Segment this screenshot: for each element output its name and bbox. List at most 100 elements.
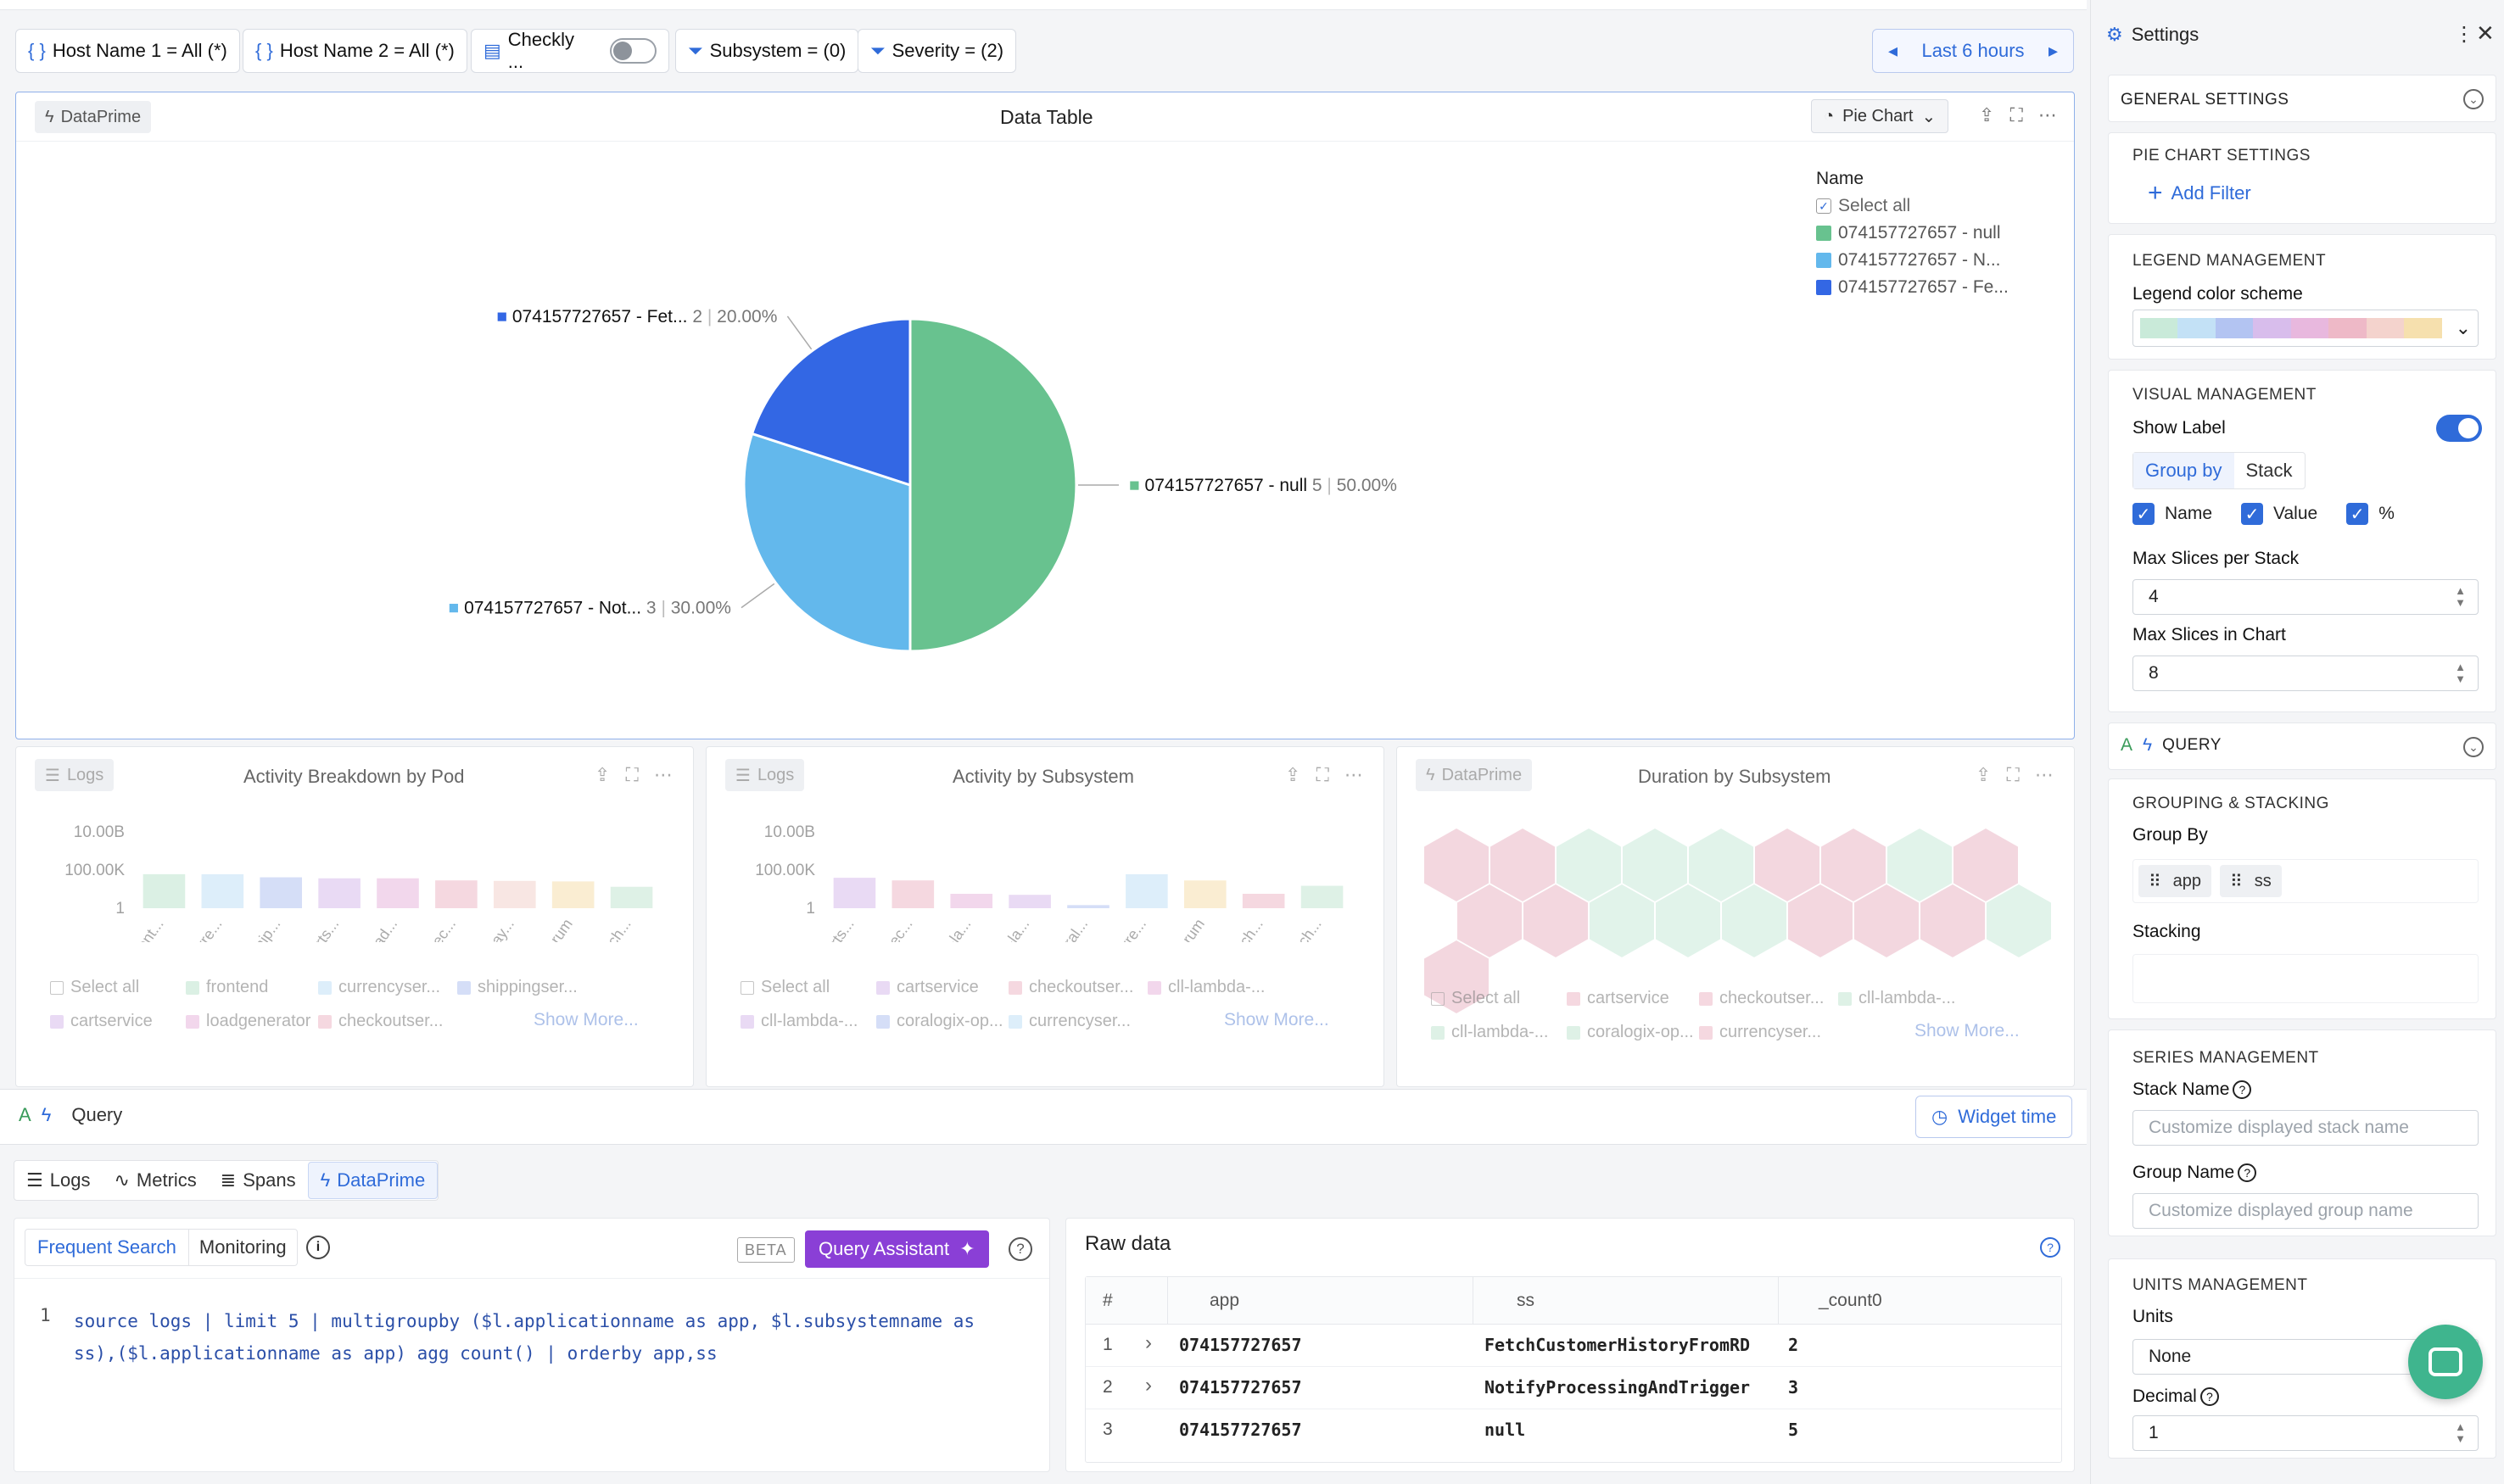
stacking-input[interactable]: [2132, 954, 2479, 1003]
hexagon-cell[interactable]: [1590, 884, 1654, 957]
more-icon[interactable]: ⋯: [2037, 104, 2057, 126]
general-settings-section[interactable]: GENERAL SETTINGS ⌄: [2108, 75, 2496, 122]
help-icon[interactable]: ?: [2040, 1237, 2060, 1258]
widget-duration-by-subsystem[interactable]: ϟ DataPrime Duration by Subsystem ⇪ ⛶ ⋯ Sel…: [1396, 746, 2075, 1087]
widget-activity-breakdown-by-pod[interactable]: ☰ Logs Activity Breakdown by Pod ⇪ ⛶ ⋯ 10.0…: [15, 746, 694, 1087]
filter-host-name-2[interactable]: { } Host Name 2 = All (*): [243, 29, 467, 73]
query-code-editor[interactable]: source logs | limit 5 | multigroupby ($l…: [74, 1305, 1041, 1370]
drag-handle-icon[interactable]: ⠿: [2230, 872, 2243, 891]
bar[interactable]: [610, 886, 653, 908]
more-icon[interactable]: ⋯: [653, 764, 673, 785]
more-icon[interactable]: ⋯: [1344, 764, 1363, 785]
legend-item[interactable]: coralogix-op...: [1567, 1023, 1694, 1042]
expand-icon[interactable]: ⛶: [625, 764, 639, 785]
bar[interactable]: [1067, 905, 1109, 908]
legend-select-all[interactable]: Select all: [741, 978, 830, 997]
pie-slice[interactable]: [750, 317, 912, 488]
group-tag[interactable]: ⠿ app: [2138, 865, 2212, 897]
hexagon-cell[interactable]: [1920, 884, 1985, 957]
filter-checkly[interactable]: ▤ Checkly ...: [471, 29, 669, 73]
column-header[interactable]: app: [1210, 1290, 1240, 1310]
hexagon-cell[interactable]: [1523, 884, 1588, 957]
legend-item[interactable]: checkoutser...: [318, 1012, 443, 1031]
stack-name-input[interactable]: Customize displayed stack name: [2132, 1110, 2479, 1146]
legend-item[interactable]: currencyser...: [1009, 1012, 1131, 1031]
checkbox-percent[interactable]: ✓: [2346, 503, 2369, 525]
group-tag[interactable]: ⠿ ss: [2220, 865, 2282, 897]
bar[interactable]: [201, 873, 244, 908]
legend-select-all[interactable]: Select all: [50, 978, 139, 997]
legend-item[interactable]: 074157727657 - N...: [1816, 250, 2009, 271]
chevron-down-icon[interactable]: ⌄: [2463, 89, 2484, 109]
group-by-button[interactable]: Group by: [2133, 453, 2234, 488]
show-label-toggle[interactable]: [2436, 415, 2482, 442]
time-next-icon[interactable]: ▸: [2048, 40, 2058, 61]
table-row[interactable]: 1 › 074157727657 FetchCustomerHistoryFromRD…: [1086, 1325, 2061, 1367]
bar[interactable]: [1242, 894, 1285, 908]
legend-color-scheme-select[interactable]: ⌄: [2132, 310, 2479, 347]
export-icon[interactable]: ⇪: [595, 764, 611, 785]
expand-row-icon[interactable]: ›: [1145, 1331, 1152, 1354]
max-slices-chart-input[interactable]: 8 ▲ ▼: [2132, 656, 2479, 691]
checkly-toggle[interactable]: [609, 38, 657, 64]
hexagon-cell[interactable]: [1457, 884, 1522, 957]
export-icon[interactable]: ⇪: [1285, 764, 1301, 785]
legend-item[interactable]: cartservice: [876, 978, 979, 997]
hexagon-cell[interactable]: [1987, 884, 2051, 957]
tab-monitoring[interactable]: Monitoring: [198, 1236, 287, 1258]
legend-item[interactable]: 074157727657 - Fe...: [1816, 277, 2009, 298]
legend-item[interactable]: shippingser...: [457, 978, 578, 997]
expand-icon[interactable]: ⛶: [1316, 764, 1329, 785]
time-range-picker[interactable]: ◂ Last 6 hours ▸: [1872, 29, 2074, 73]
pie-slice[interactable]: [742, 432, 912, 653]
tab-frequent-search[interactable]: Frequent Search: [25, 1230, 189, 1265]
help-icon[interactable]: ?: [2233, 1080, 2252, 1099]
bar[interactable]: [1183, 880, 1227, 908]
checkbox-value[interactable]: ✓: [2241, 503, 2264, 525]
legend-item[interactable]: frontend: [186, 978, 268, 997]
chart-type-select[interactable]: ◔ Pie Chart ⌄: [1811, 99, 1949, 133]
expand-icon[interactable]: ⛶: [2006, 764, 2020, 785]
filter-severity[interactable]: ⏷ Severity = (2): [858, 29, 1017, 73]
legend-select-all[interactable]: ✓ Select all: [1816, 196, 2009, 216]
tab-logs[interactable]: ☰ Logs: [26, 1169, 91, 1191]
hexagon-cell[interactable]: [1887, 828, 1952, 901]
column-header[interactable]: _count0: [1819, 1290, 1882, 1310]
drag-handle-icon[interactable]: ⠿: [2149, 872, 2161, 891]
bar[interactable]: [950, 894, 993, 908]
stepper-icon[interactable]: ▲ ▼: [2455, 584, 2466, 609]
widget-time-button[interactable]: ◷ Widget time: [1915, 1096, 2073, 1138]
add-filter-button[interactable]: + Add Filter: [2148, 179, 2251, 207]
tab-spans[interactable]: ≣ Spans: [220, 1169, 296, 1191]
hexagon-cell[interactable]: [1722, 884, 1786, 957]
max-slices-stack-input[interactable]: 4 ▲ ▼: [2132, 579, 2479, 615]
legend-item[interactable]: currencyser...: [1699, 1023, 1821, 1042]
pie-slice[interactable]: [908, 317, 1078, 653]
bar[interactable]: [318, 878, 361, 908]
widget-activity-by-subsystem[interactable]: ☰ Logs Activity by Subsystem ⇪ ⛶ ⋯ 10.00B 10…: [706, 746, 1384, 1087]
expand-row-icon[interactable]: ›: [1145, 1374, 1152, 1397]
show-more-link[interactable]: Show More...: [1914, 1021, 2020, 1040]
legend-item[interactable]: checkoutser...: [1009, 978, 1133, 997]
bar[interactable]: [1009, 895, 1051, 908]
group-by-input[interactable]: ⠿ app ⠿ ss: [2132, 859, 2479, 903]
export-icon[interactable]: ⇪: [1979, 104, 1995, 126]
stepper-icon[interactable]: ▲ ▼: [2455, 661, 2466, 685]
legend-item[interactable]: cartservice: [50, 1012, 153, 1031]
filter-host-name-1[interactable]: { } Host Name 1 = All (*): [15, 29, 240, 73]
legend-item[interactable]: loadgenerator: [186, 1012, 310, 1031]
hexagon-cell[interactable]: [1788, 884, 1853, 957]
filter-subsystem[interactable]: ⏷ Subsystem = (0): [675, 29, 859, 73]
show-more-link[interactable]: Show More...: [534, 1010, 639, 1029]
group-name-input[interactable]: Customize displayed group name: [2132, 1193, 2479, 1229]
hexagon-cell[interactable]: [1656, 884, 1720, 957]
bar[interactable]: [891, 880, 935, 908]
help-icon[interactable]: ?: [1009, 1237, 1032, 1261]
bar[interactable]: [435, 880, 478, 908]
info-icon[interactable]: i: [306, 1236, 330, 1259]
legend-item[interactable]: cll-lambda-...: [1431, 1023, 1548, 1042]
bar[interactable]: [1300, 885, 1344, 908]
close-icon[interactable]: ✕: [2476, 20, 2495, 46]
stepper-icon[interactable]: ▲ ▼: [2455, 1420, 2466, 1445]
